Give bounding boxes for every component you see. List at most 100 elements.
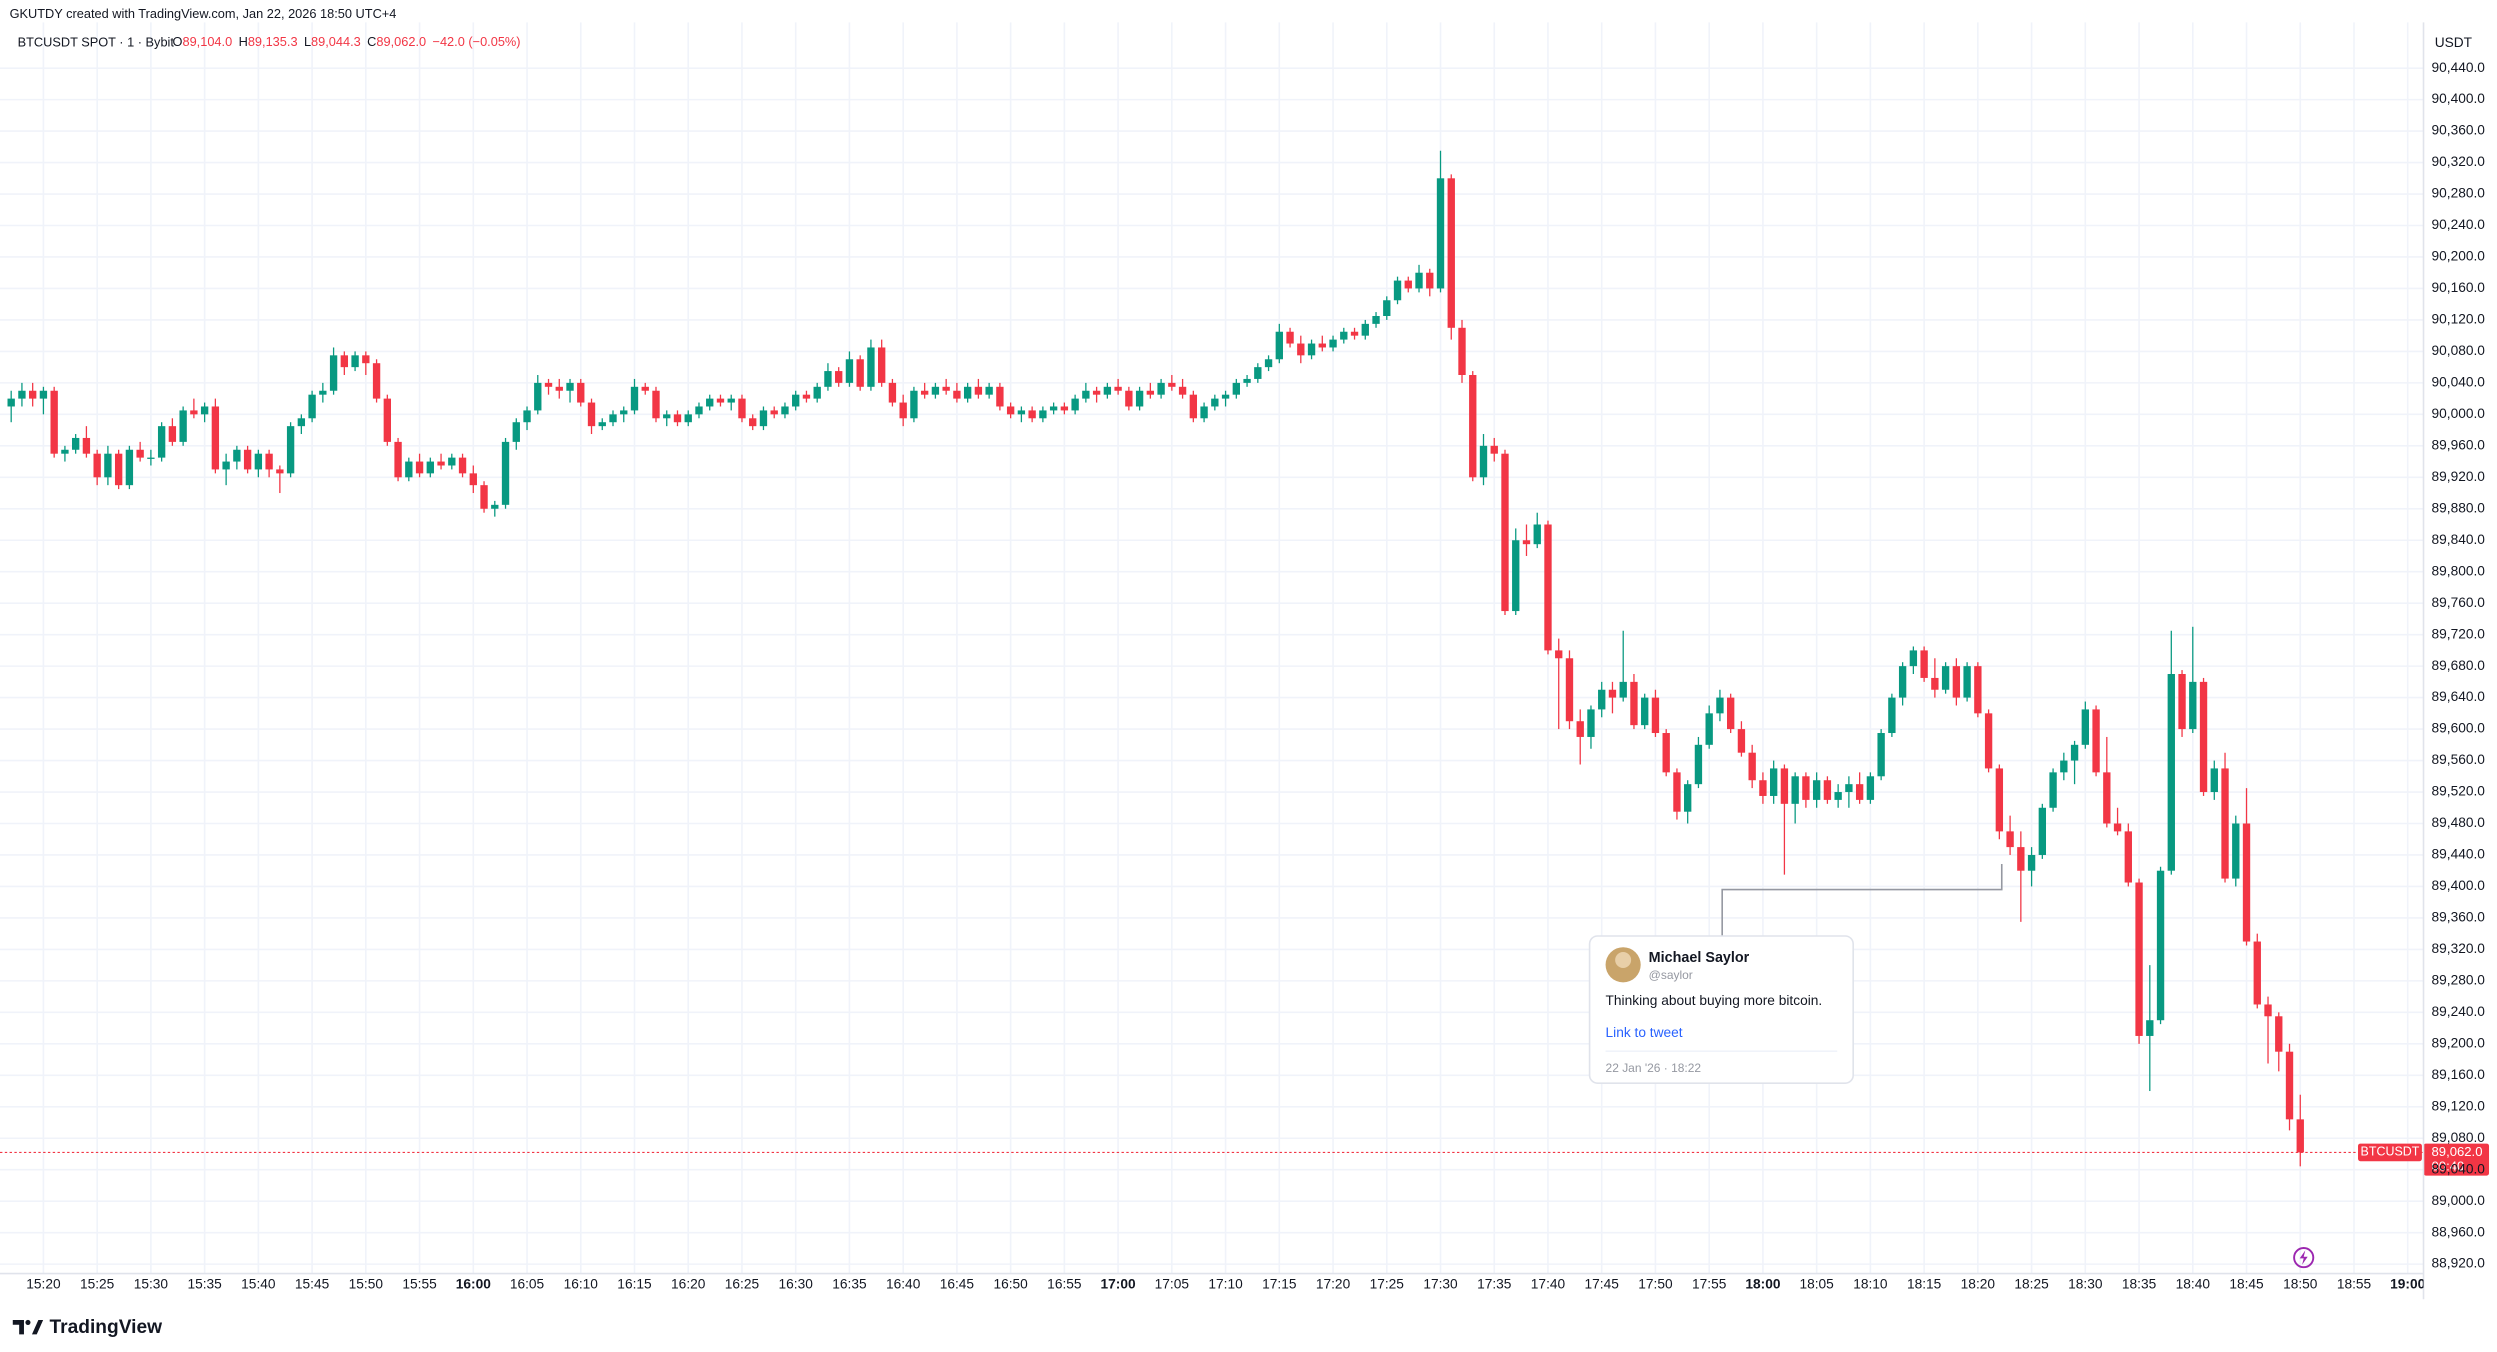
- candle-body: [963, 386, 972, 399]
- y-tick-label: 90,200.0: [2431, 249, 2485, 264]
- candle-body: [222, 461, 230, 470]
- candle-body: [2189, 681, 2197, 730]
- tweet-link[interactable]: Link to tweet: [1606, 1025, 1683, 1040]
- x-tick-label: 19:00: [2390, 1276, 2425, 1291]
- connector: [1721, 864, 2003, 936]
- candle-body: [1211, 398, 1219, 407]
- candle-body: [147, 457, 155, 459]
- x-tick-label: 16:15: [617, 1276, 652, 1291]
- candle-body: [2017, 847, 2025, 871]
- x-tick-label: 16:20: [671, 1276, 706, 1291]
- y-tick-label: 90,080.0: [2431, 343, 2485, 358]
- candle-body: [82, 437, 91, 454]
- x-tick-label: 18:40: [2176, 1276, 2211, 1291]
- candle-body: [1823, 780, 1832, 800]
- candle-body: [39, 390, 48, 399]
- candle-body: [18, 390, 26, 399]
- y-tick-label: 89,800.0: [2431, 563, 2485, 578]
- candle-body: [931, 386, 940, 395]
- y-tick-label: 90,240.0: [2431, 217, 2485, 232]
- candle-body: [1598, 689, 1606, 710]
- legend-item: O: [173, 35, 183, 50]
- candle-body: [168, 426, 177, 442]
- y-tick-label: 90,040.0: [2431, 374, 2485, 389]
- x-tick-label: 15:40: [241, 1276, 276, 1291]
- candle-body: [878, 347, 886, 383]
- y-tick-label: 89,040.0: [2431, 1161, 2485, 1176]
- candle-body: [104, 453, 112, 478]
- candle-body: [609, 414, 617, 423]
- candle-body: [1931, 677, 1939, 690]
- candle-body: [329, 355, 338, 391]
- candle-body: [415, 461, 424, 474]
- y-tick-label: 89,840.0: [2431, 532, 2485, 547]
- x-tick-label: 16:45: [940, 1276, 975, 1291]
- candle-body: [2060, 760, 2068, 773]
- candle-body: [1393, 280, 1402, 301]
- candle-body: [469, 473, 477, 486]
- candle-body: [920, 390, 929, 395]
- x-tick-label: 16:10: [564, 1276, 599, 1291]
- candle-body: [1028, 410, 1036, 419]
- candle-body: [587, 402, 596, 427]
- candle-body: [1694, 744, 1703, 785]
- candle-body: [233, 449, 241, 462]
- candle-body: [1318, 343, 1326, 348]
- candle-body: [2027, 854, 2036, 871]
- y-tick-label: 90,440.0: [2431, 60, 2485, 75]
- candle-body: [243, 449, 252, 470]
- x-tick-label: 18:35: [2122, 1276, 2157, 1291]
- candle-body: [1812, 780, 1821, 800]
- x-tick-label: 16:50: [993, 1276, 1028, 1291]
- candle-body: [1082, 390, 1090, 399]
- candle-body: [1168, 382, 1176, 387]
- y-tick-label: 89,760.0: [2431, 595, 2485, 610]
- candle-body: [996, 386, 1004, 407]
- candle-body: [1845, 784, 1853, 793]
- candle-body: [1780, 768, 1789, 804]
- candle-body: [114, 453, 123, 486]
- x-tick-label: 18:50: [2283, 1276, 2318, 1291]
- candle-body: [179, 410, 187, 442]
- candle-body: [2081, 709, 2089, 745]
- candle-body: [2038, 807, 2047, 855]
- candle-body: [2264, 1004, 2272, 1017]
- x-tick-label: 15:50: [349, 1276, 384, 1291]
- candle-body: [1587, 709, 1595, 737]
- candle-body: [1243, 378, 1251, 383]
- symbol: BTCUSDT SPOT · 1 · Bybit: [18, 35, 175, 50]
- candle-body: [1641, 697, 1649, 726]
- y-tick-label: 89,280.0: [2431, 972, 2485, 987]
- y-tick-label: 89,120.0: [2431, 1098, 2485, 1113]
- alert-icon[interactable]: [2293, 1247, 2315, 1269]
- candle-body: [738, 398, 746, 419]
- candle-body: [2210, 768, 2218, 793]
- x-tick-label: 18:25: [2014, 1276, 2049, 1291]
- x-tick-label: 18:30: [2068, 1276, 2103, 1291]
- y-tick-label: 90,320.0: [2431, 154, 2485, 169]
- legend-item: C: [367, 35, 376, 50]
- candle-body: [50, 390, 58, 454]
- candle-body: [512, 422, 520, 442]
- candle-body: [265, 453, 273, 470]
- candle-body: [845, 359, 854, 383]
- x-tick-label: 17:05: [1155, 1276, 1190, 1291]
- candle-body: [1479, 445, 1488, 478]
- candle-body: [802, 394, 811, 399]
- candle-body: [2285, 1051, 2294, 1120]
- candle-body: [620, 410, 628, 415]
- candle-body: [867, 347, 875, 387]
- candle-body: [1608, 689, 1617, 698]
- candle-body: [523, 410, 531, 423]
- candle-body: [1619, 681, 1627, 698]
- y-tick-label: 90,360.0: [2431, 123, 2485, 138]
- y-tick-label: 89,600.0: [2431, 721, 2485, 736]
- avatar-face: [1615, 952, 1632, 968]
- candle-body: [1716, 697, 1724, 714]
- candle-body: [1383, 300, 1391, 316]
- candle-body: [1791, 776, 1799, 804]
- candle-body: [1146, 390, 1155, 395]
- overlay: BTCUSDT 89,062.000:40: [0, 1143, 2490, 1176]
- candle-body: [1436, 178, 1445, 289]
